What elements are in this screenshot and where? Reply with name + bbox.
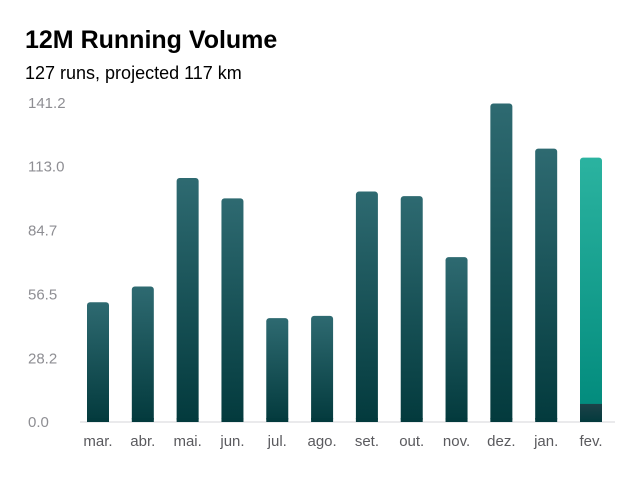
projected-bar[interactable] — [580, 157, 602, 423]
x-tick-label: mai. — [173, 433, 201, 450]
bar-base — [266, 418, 289, 422]
bar[interactable] — [87, 302, 109, 422]
y-tick-label: 28.2 — [28, 350, 57, 367]
bar[interactable] — [176, 178, 199, 422]
actual-partial-bar — [580, 403, 602, 422]
bar[interactable] — [535, 148, 558, 422]
y-tick-label: 0.0 — [28, 414, 49, 431]
bar[interactable] — [445, 257, 468, 422]
bar-base — [400, 418, 423, 422]
y-tick-label: 84.7 — [28, 223, 57, 240]
bar[interactable] — [266, 318, 289, 422]
bar[interactable] — [311, 315, 334, 422]
bar-base — [535, 418, 558, 422]
x-tick-label: set. — [355, 433, 379, 450]
x-tick-label: nov. — [443, 433, 470, 450]
bar-base — [176, 418, 199, 422]
y-tick-label: 141.2 — [28, 95, 66, 112]
bar[interactable] — [400, 196, 423, 422]
chart-title: 12M Running Volume — [25, 26, 278, 54]
chart-subtitle: 127 runs, projected 117 km — [25, 63, 242, 83]
y-tick-label: 113.0 — [28, 159, 64, 176]
x-tick-label: jan. — [533, 433, 558, 450]
bar-base — [221, 418, 244, 422]
bar-base — [131, 418, 154, 422]
bar[interactable] — [355, 191, 378, 422]
bar-base — [87, 418, 109, 422]
x-tick-label: out. — [399, 433, 424, 450]
bar-base — [445, 418, 468, 422]
x-tick-label: jun. — [219, 433, 244, 450]
x-tick-label: mar. — [83, 433, 112, 450]
bar[interactable] — [131, 286, 154, 422]
x-tick-label: jul. — [267, 433, 287, 450]
bar-base — [355, 418, 378, 422]
x-tick-label: fev. — [579, 433, 602, 450]
bar-base — [311, 418, 334, 422]
bar-base — [490, 418, 513, 422]
x-tick-label: dez. — [487, 433, 515, 450]
bar[interactable] — [221, 198, 244, 422]
x-tick-label: abr. — [130, 433, 155, 450]
y-tick-label: 56.5 — [28, 286, 57, 303]
bar[interactable] — [490, 103, 513, 422]
x-tick-label: ago. — [307, 433, 336, 450]
